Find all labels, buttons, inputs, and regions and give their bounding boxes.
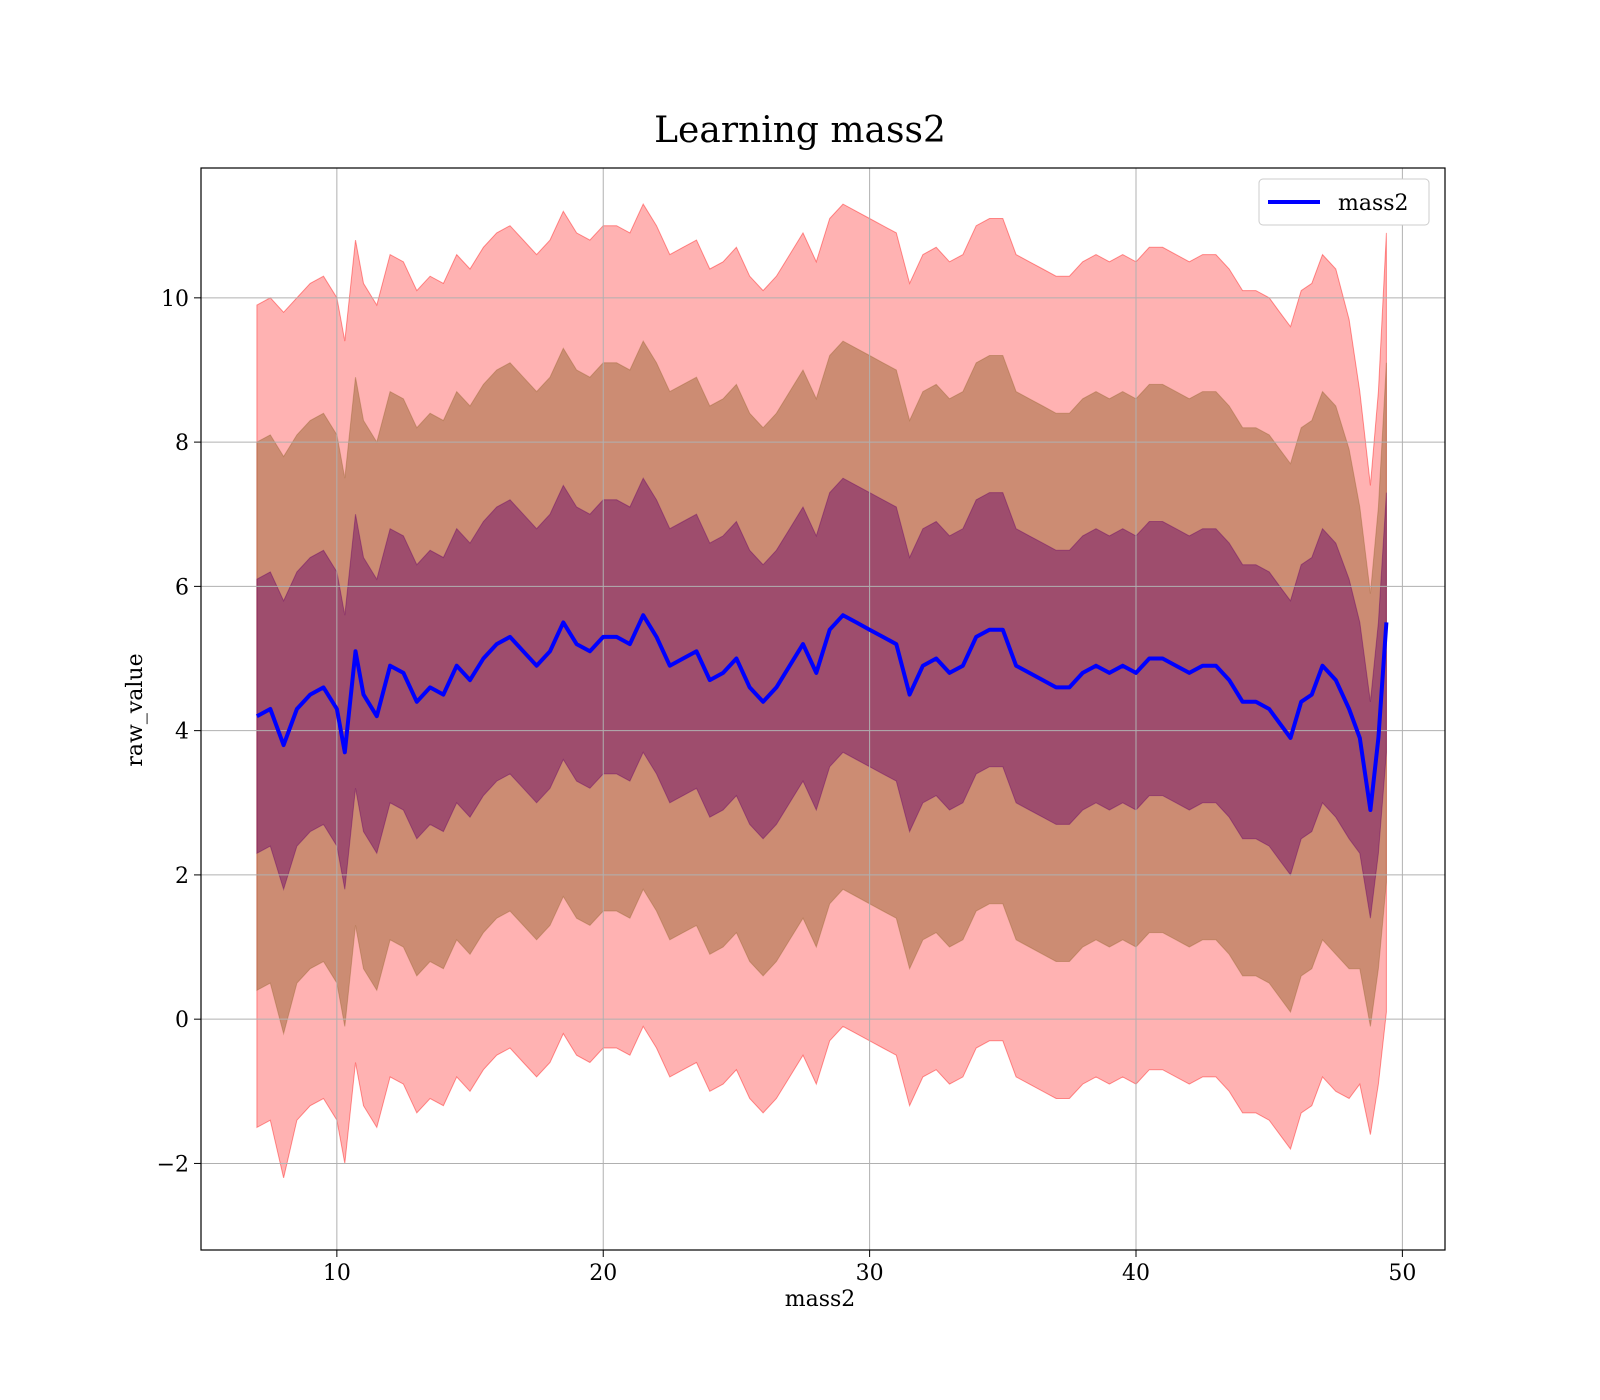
- y-tick-label: 0: [175, 1008, 189, 1033]
- y-axis-label: raw_value: [123, 653, 148, 766]
- confidence-bands: [256, 203, 1387, 1179]
- y-tick-label: −2: [157, 1152, 189, 1177]
- band-2-sigma: [256, 340, 1387, 1036]
- y-tick-label: 6: [175, 575, 189, 600]
- plot-area: [201, 168, 1445, 1250]
- x-tick-label: 50: [1388, 1261, 1416, 1286]
- x-tick-label: 40: [1122, 1261, 1150, 1286]
- legend-label: mass2: [1338, 191, 1409, 216]
- legend-box: [1258, 178, 1430, 226]
- x-tick-label: 20: [589, 1261, 617, 1286]
- x-tick-label: 30: [856, 1261, 884, 1286]
- y-axis: −2 0 2 4 6 8 10: [157, 287, 201, 1177]
- series-lines: [255, 613, 1389, 812]
- y-tick-label: 8: [175, 431, 189, 456]
- x-axis-label: mass2: [785, 1287, 856, 1312]
- legend: mass2: [1258, 178, 1430, 226]
- y-tick-label: 4: [175, 720, 189, 745]
- series-line-mass2: [255, 613, 1389, 812]
- plot-frame: [200, 167, 1446, 1251]
- grid: [201, 168, 1445, 1250]
- band-1-sigma: [256, 477, 1387, 919]
- x-axis: 10 20 30 40 50: [323, 1250, 1416, 1286]
- chart-title: Learning mass2: [654, 110, 946, 151]
- x-tick-label: 10: [323, 1261, 351, 1286]
- y-tick-label: 10: [161, 287, 189, 312]
- y-tick-label: 2: [175, 864, 189, 889]
